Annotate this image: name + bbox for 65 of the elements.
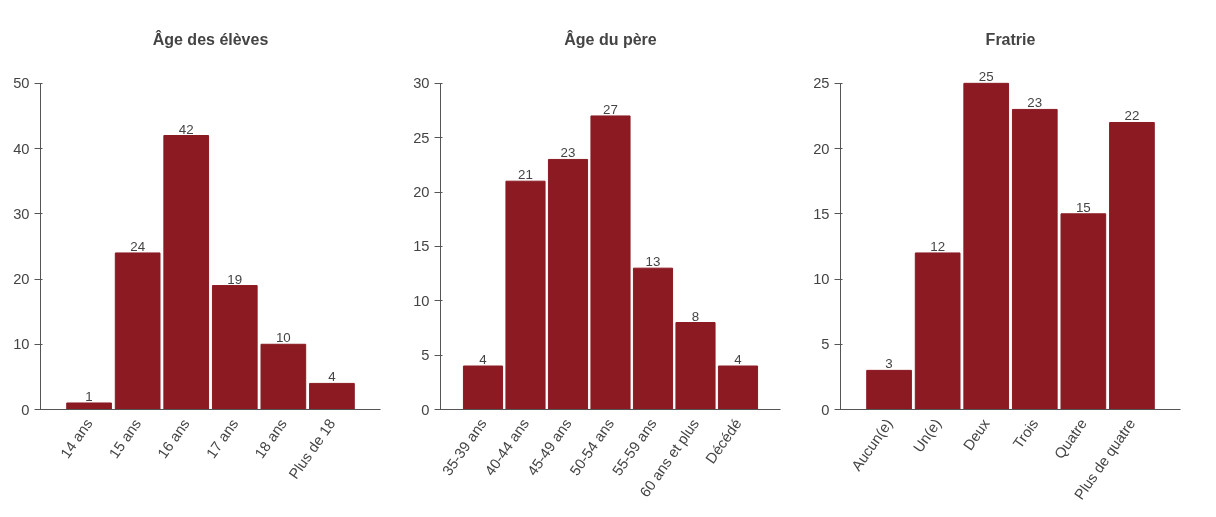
chart-title: Fratrie [985, 31, 1036, 48]
bar [505, 180, 546, 410]
y-tick-label: 10 [813, 271, 830, 288]
data-label: 25 [978, 69, 994, 85]
data-label: 23 [560, 145, 576, 161]
chart-title: Âge du père [564, 30, 657, 48]
data-label: 4 [734, 352, 743, 368]
data-label: 27 [603, 101, 618, 117]
bar [675, 322, 716, 410]
data-label: 42 [178, 121, 194, 137]
data-label: 21 [518, 167, 533, 183]
y-tick-label: 5 [821, 336, 830, 353]
y-tick-label: 10 [413, 292, 430, 309]
bar [866, 369, 912, 410]
y-tick-label: 25 [813, 75, 830, 92]
y-tick-label: 30 [13, 205, 30, 222]
data-label: 3 [885, 356, 893, 372]
y-tick-label: 30 [413, 75, 430, 92]
x-tick-label: 17 ans [202, 415, 242, 462]
data-label: 4 [479, 352, 488, 368]
bar [1011, 108, 1058, 410]
bar [309, 382, 355, 410]
bar [1109, 121, 1155, 410]
y-tick-label: 25 [413, 129, 430, 146]
y-tick-label: 15 [813, 205, 830, 222]
y-tick-label: 40 [13, 140, 30, 157]
x-tick-label: 16 ans [154, 415, 193, 462]
data-label: 22 [1124, 108, 1140, 124]
bar [163, 135, 210, 410]
x-tick-label: 14 ans [57, 415, 96, 462]
data-label: 12 [930, 238, 946, 254]
data-label: 15 [1075, 199, 1091, 215]
bar [114, 252, 161, 410]
y-tick-label: 0 [821, 401, 830, 418]
bar [590, 115, 631, 410]
y-tick-label: 10 [13, 336, 30, 353]
bar [66, 402, 112, 410]
bar [260, 343, 307, 410]
bar [632, 267, 674, 410]
x-tick-label: 18 ans [251, 415, 290, 462]
data-label: 8 [691, 308, 700, 324]
bar [717, 365, 759, 410]
bar [547, 158, 589, 410]
bar [211, 285, 258, 410]
y-tick-label: 20 [813, 140, 830, 157]
data-label: 24 [130, 238, 146, 254]
bar [1060, 213, 1107, 410]
data-label: 1 [85, 388, 93, 404]
data-label: 4 [328, 369, 337, 385]
y-tick-label: 20 [13, 271, 30, 288]
y-tick-label: 5 [421, 347, 430, 364]
y-tick-label: 0 [21, 401, 30, 418]
bar [914, 252, 961, 410]
y-tick-label: 0 [421, 401, 430, 418]
data-label: 23 [1027, 95, 1043, 111]
data-label: 13 [645, 254, 661, 270]
y-tick-label: 20 [413, 184, 430, 201]
y-tick-label: 15 [413, 238, 430, 255]
bar [462, 365, 504, 410]
chart-title: Âge des élèves [152, 30, 269, 48]
bar [963, 82, 1010, 410]
x-tick-label: 15 ans [105, 415, 145, 462]
data-label: 19 [227, 271, 243, 287]
data-label: 10 [275, 330, 291, 346]
y-tick-label: 50 [13, 75, 30, 92]
